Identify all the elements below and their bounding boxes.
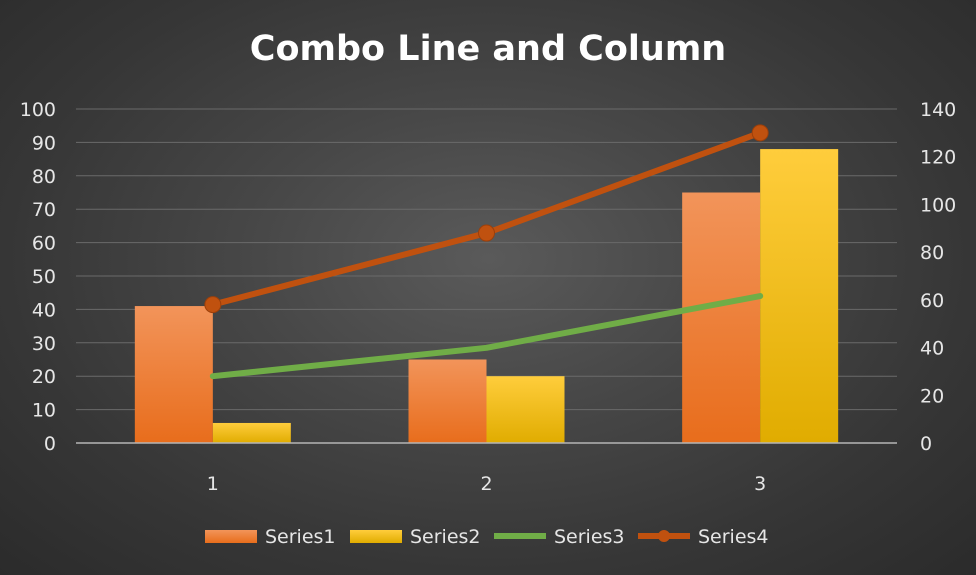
y-tick-label: 20 [32,366,56,388]
marker-series4-2 [478,224,495,242]
y2-tick-label: 80 [920,242,944,264]
y2-tick-label: 20 [920,385,944,407]
marker-series4-1 [204,296,222,314]
bar-series1-2 [408,359,487,443]
line-series4 [209,129,764,308]
y2-tick-label: 120 [920,147,956,169]
bar-series2-1 [212,422,291,443]
line-series [204,124,769,380]
y2-tick-label: 60 [920,290,944,312]
y2-tick-label: 140 [920,99,956,121]
marker-series4-3 [751,124,769,142]
legend-item-series3: Series3 [494,526,625,548]
y-tick-label: 60 [32,233,56,255]
bar-series1-3 [682,192,761,443]
legend-item-series2: Series2 [350,526,481,548]
legend-label: Series2 [410,526,481,548]
x-tick-label: 2 [480,473,492,495]
y-tick-label: 100 [20,99,56,121]
legend-marker [658,530,670,542]
legend-swatch [350,530,402,543]
y-tick-label: 90 [32,132,56,154]
chart-title: Combo Line and Column [250,29,726,69]
bar-series [134,149,839,443]
y-tick-label: 70 [32,199,56,221]
legend-swatch [205,530,257,543]
y-tick-label: 0 [44,433,56,455]
axes: 0 10 20 30 40 50 60 70 80 90 100 0 20 40 60 80 100 120 140… [20,99,957,495]
legend-label: Series4 [698,526,769,548]
y2-tick-label: 100 [920,194,956,216]
legend: Series1 Series2 Series3 Series4 [205,526,769,548]
bar-series1-1 [134,306,213,443]
y-tick-label: 30 [32,333,56,355]
y-tick-label: 10 [32,400,56,422]
bar-series2-3 [760,149,839,443]
y-tick-label: 80 [32,166,56,188]
y2-tick-label: 40 [920,338,944,360]
x-tick-label: 1 [207,473,219,495]
bar-series2-2 [486,376,565,443]
legend-item-series4: Series4 [638,526,769,548]
legend-label: Series3 [554,526,625,548]
y-tick-label: 40 [32,299,56,321]
y2-tick-label: 0 [920,433,932,455]
legend-item-series1: Series1 [205,526,336,548]
y-tick-label: 50 [32,266,56,288]
x-tick-label: 3 [754,473,766,495]
line-series3 [209,293,764,380]
legend-label: Series1 [265,526,336,548]
